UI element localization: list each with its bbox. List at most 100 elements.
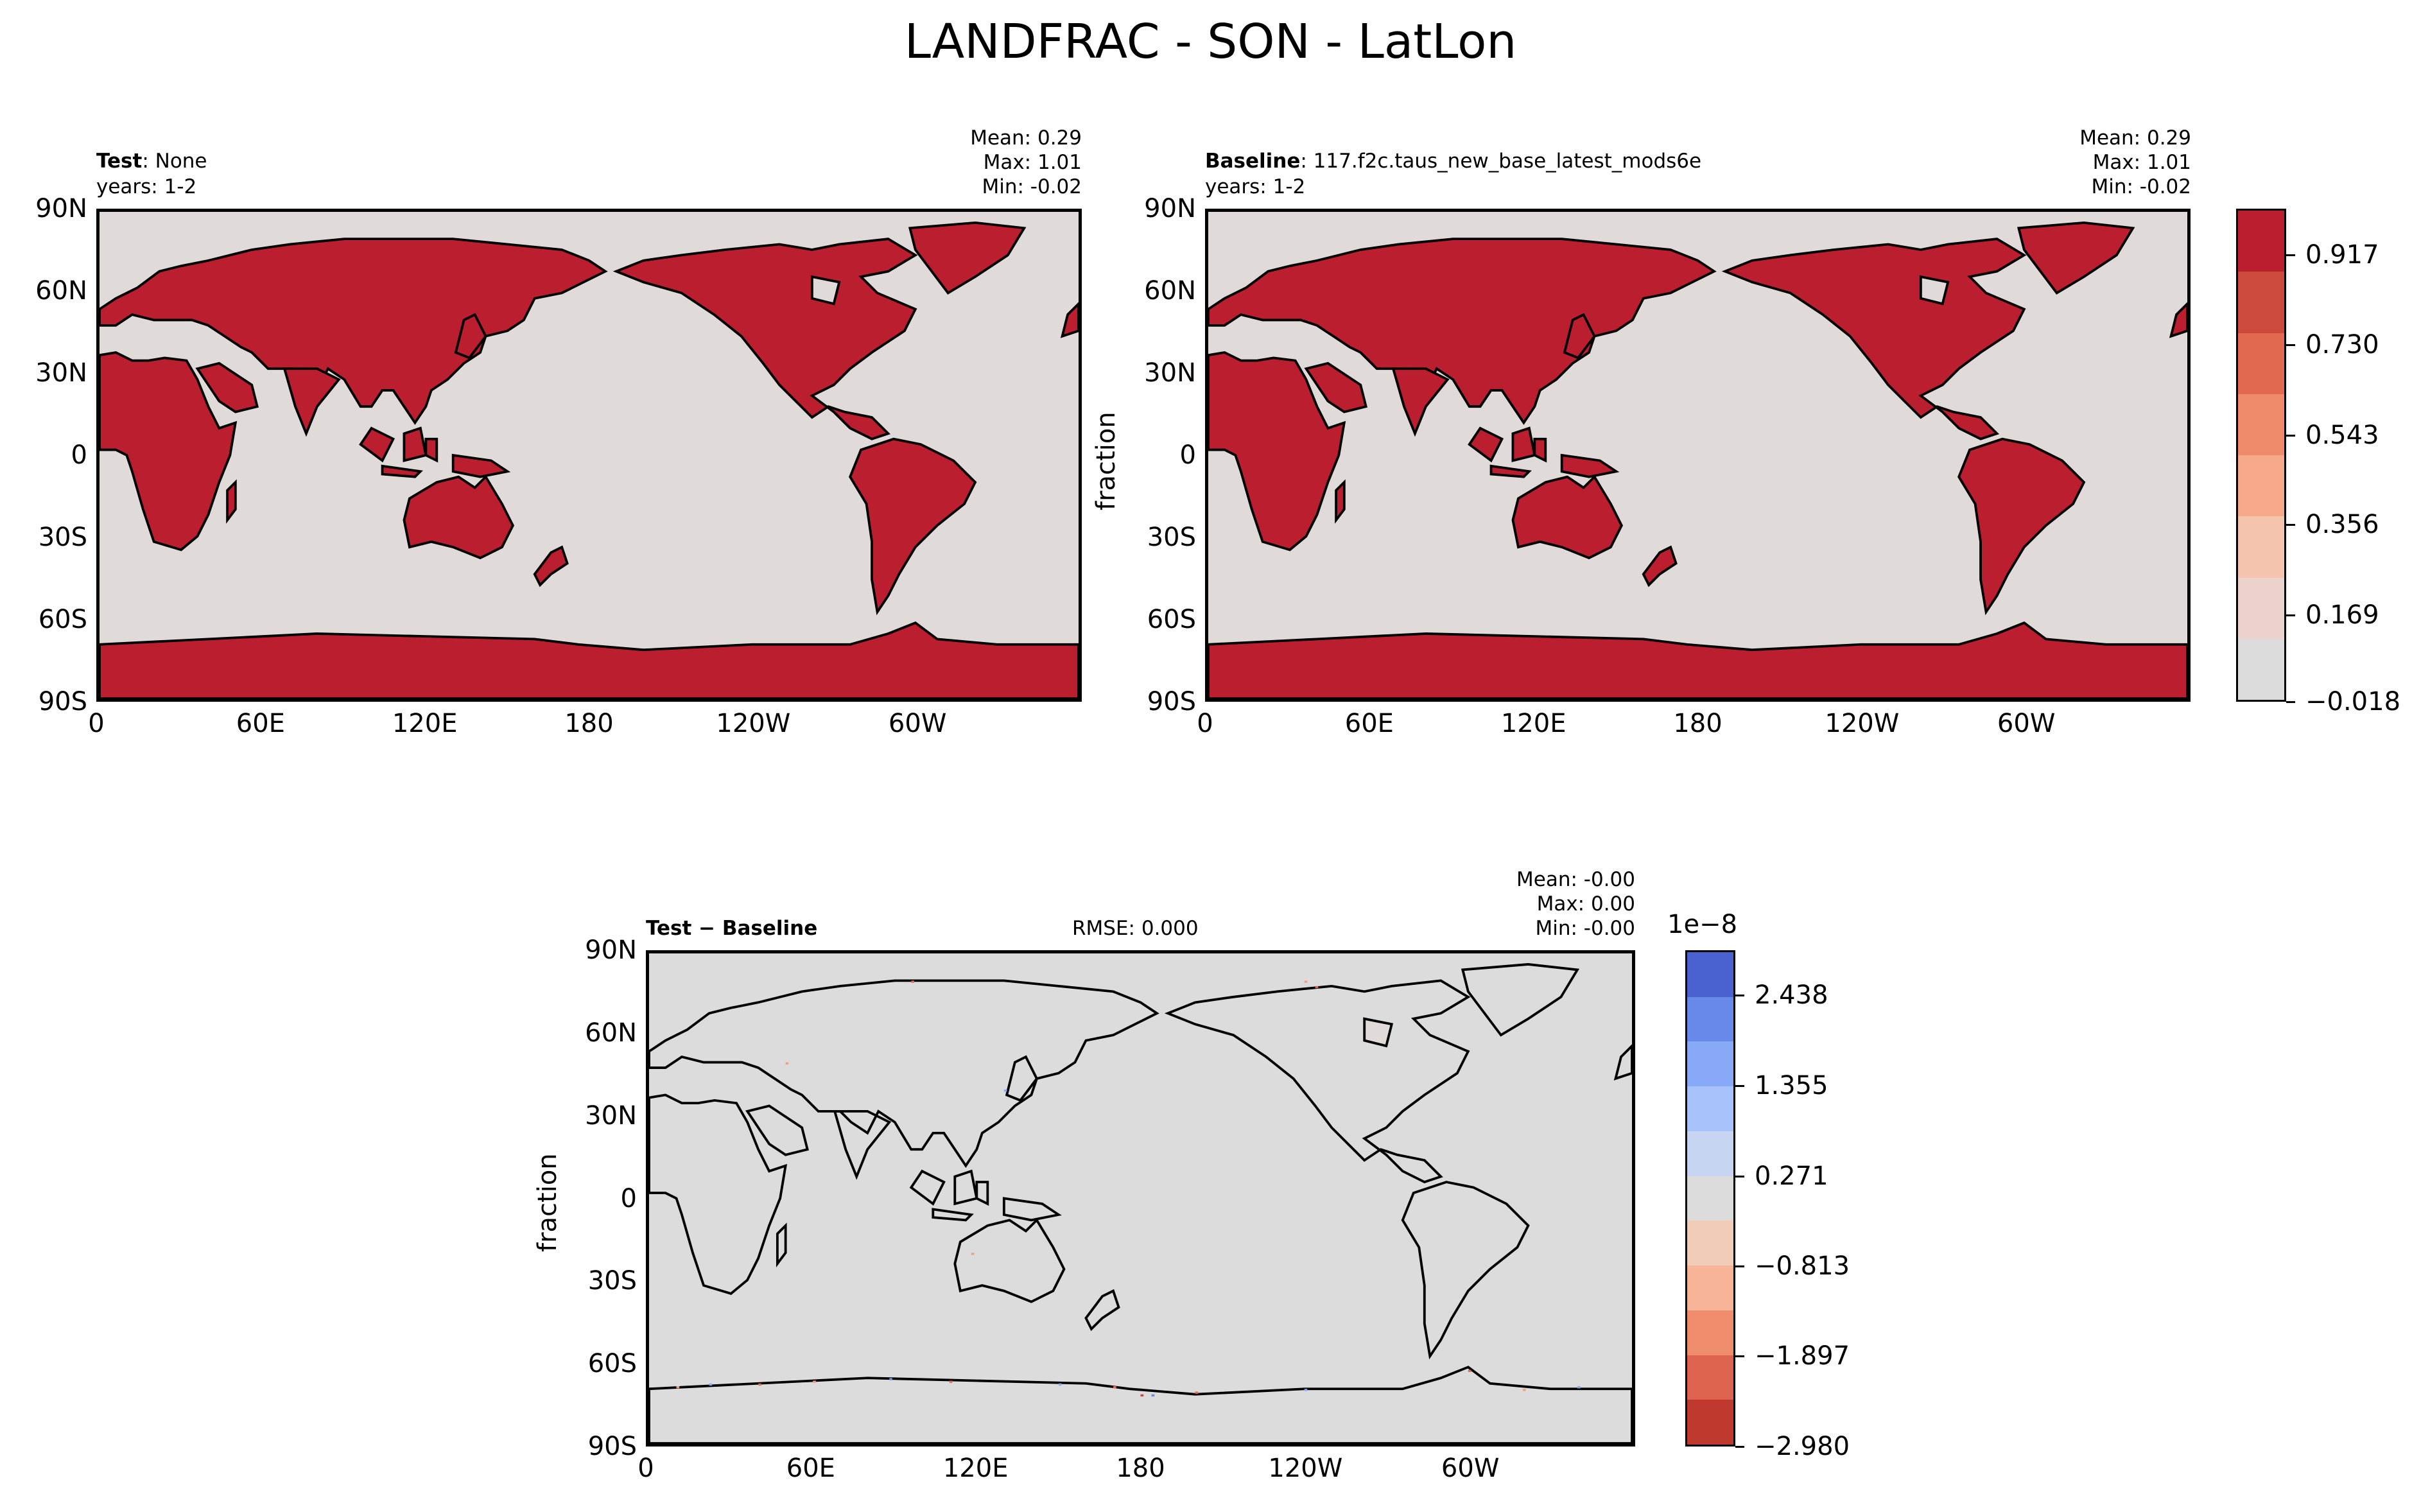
difference-speckle bbox=[709, 1383, 713, 1386]
diff-mean: Mean: -0.00 bbox=[1516, 868, 1635, 891]
colorbar-swatch bbox=[1687, 996, 1733, 1042]
colorbar-swatch bbox=[2238, 394, 2284, 455]
diff-ylabel: fraction bbox=[533, 1153, 562, 1252]
difference-ytick: 90N bbox=[585, 935, 637, 965]
colorbar-tickmark bbox=[1735, 1265, 1744, 1267]
baseline-ytick: 90N bbox=[1144, 194, 1196, 223]
colorbar-swatch bbox=[2238, 272, 2284, 333]
difference-ytick: 30N bbox=[585, 1100, 637, 1131]
difference-speckle bbox=[1522, 1389, 1526, 1391]
colorbar-swatch bbox=[2238, 577, 2284, 639]
difference-speckle bbox=[1140, 1394, 1144, 1397]
difference-speckle bbox=[1003, 1089, 1007, 1092]
baseline-stats: Mean: 0.29 Max: 1.01 Min: -0.02 bbox=[1995, 126, 2191, 199]
baseline-map bbox=[1205, 209, 2191, 702]
test-xtick: 0 bbox=[88, 709, 105, 738]
colorbar-diff-exponent: 1e−8 bbox=[1667, 910, 1738, 939]
colorbar-tick: 0.917 bbox=[2305, 240, 2379, 270]
diff-stats: Mean: -0.00 Max: 0.00 Min: -0.00 bbox=[1439, 867, 1635, 941]
colorbar-tick: 0.169 bbox=[2305, 600, 2379, 630]
colorbar-tickmark bbox=[2286, 614, 2295, 616]
colorbar-swatch bbox=[1687, 952, 1733, 997]
colorbar-tick: 0.356 bbox=[2305, 510, 2379, 540]
difference-speckle bbox=[785, 1062, 789, 1064]
colorbar-tick: −2.980 bbox=[1755, 1432, 1850, 1461]
colorbar-tick: −1.897 bbox=[1755, 1341, 1850, 1371]
difference-ytick: 30S bbox=[587, 1266, 637, 1296]
colorbar-swatch bbox=[1687, 1176, 1733, 1221]
colorbar-swatch bbox=[1687, 1086, 1733, 1131]
colorbar-difference bbox=[1685, 950, 1735, 1447]
test-panel-label: Test: None bbox=[96, 150, 207, 173]
colorbar-swatch bbox=[2238, 638, 2284, 700]
colorbar-tickmark bbox=[2286, 434, 2295, 437]
colorbar-swatch bbox=[1687, 1400, 1733, 1445]
diff-panel-label: Test − Baseline bbox=[646, 917, 818, 940]
difference-ytick: 90S bbox=[587, 1432, 637, 1461]
baseline-mean: Mean: 0.29 bbox=[2079, 126, 2191, 150]
baseline-ytick: 30N bbox=[1144, 358, 1196, 388]
difference-xtick: 0 bbox=[638, 1454, 654, 1483]
colorbar-swatch bbox=[1687, 1041, 1733, 1087]
baseline-ytick: 60S bbox=[1147, 605, 1196, 634]
test-years: years: 1-2 bbox=[96, 175, 197, 198]
test-ytick: 60N bbox=[35, 276, 87, 306]
test-xtick: 180 bbox=[564, 709, 614, 738]
colorbar-swatch bbox=[2238, 211, 2284, 272]
difference-map bbox=[646, 950, 1635, 1447]
figure-title: LANDFRAC - SON - LatLon bbox=[904, 14, 1517, 69]
colorbar-difference-ticks: 2.438 1.355 0.271 −0.813 −1.897 −2.980 bbox=[1735, 950, 1864, 1459]
colorbar-tickmark bbox=[1735, 1355, 1744, 1358]
test-xtick: 60E bbox=[236, 709, 285, 738]
difference-speckle bbox=[1113, 1386, 1116, 1389]
difference-speckle bbox=[1577, 1386, 1581, 1389]
baseline-xtick: 0 bbox=[1197, 709, 1213, 738]
colorbar-swatch bbox=[2238, 455, 2284, 517]
diff-min: Min: -0.00 bbox=[1535, 917, 1635, 940]
difference-ytick: 60S bbox=[587, 1349, 637, 1379]
test-ytick: 30N bbox=[35, 358, 87, 388]
difference-xtick: 60W bbox=[1441, 1454, 1500, 1483]
baseline-xtick: 60W bbox=[1997, 709, 2056, 738]
baseline-years: years: 1-2 bbox=[1205, 175, 1306, 198]
difference-speckle bbox=[1304, 1389, 1308, 1391]
test-min: Min: -0.02 bbox=[982, 175, 1082, 198]
colorbar-tickmark bbox=[2286, 701, 2295, 703]
colorbar-tickmark bbox=[1735, 1446, 1744, 1448]
difference-xtick: 180 bbox=[1116, 1454, 1165, 1483]
colorbar-swatch bbox=[1687, 1221, 1733, 1266]
colorbar-swatch bbox=[1687, 1265, 1733, 1310]
baseline-max: Max: 1.01 bbox=[2092, 151, 2191, 174]
colorbar-tickmark bbox=[1735, 1175, 1744, 1177]
colorbar-swatch bbox=[2238, 516, 2284, 578]
test-mean: Mean: 0.29 bbox=[970, 126, 1082, 150]
baseline-xtick: 180 bbox=[1673, 709, 1722, 738]
colorbar-tick: −0.813 bbox=[1755, 1251, 1850, 1281]
difference-speckle bbox=[758, 1383, 761, 1386]
colorbar-tickmark bbox=[2286, 254, 2295, 257]
colorbar-tick: 0.730 bbox=[2305, 329, 2379, 360]
colorbar-tick: 1.355 bbox=[1755, 1071, 1828, 1101]
colorbar-swatch bbox=[1687, 1310, 1733, 1355]
baseline-xtick: 60E bbox=[1344, 709, 1394, 738]
difference-speckle bbox=[1315, 986, 1319, 989]
test-ytick: 90S bbox=[38, 687, 87, 717]
difference-ytick: 60N bbox=[585, 1018, 637, 1048]
colorbar-tickmark bbox=[1735, 995, 1744, 997]
baseline-ytick: 60N bbox=[1144, 276, 1196, 306]
test-max: Max: 1.01 bbox=[983, 151, 1082, 174]
diff-max: Max: 0.00 bbox=[1536, 892, 1635, 916]
test-xtick: 60W bbox=[888, 709, 947, 738]
baseline-ytick: 30S bbox=[1147, 523, 1196, 552]
test-ytick: 90N bbox=[35, 194, 87, 223]
difference-speckle bbox=[971, 1253, 975, 1255]
colorbar-fraction bbox=[2236, 209, 2286, 702]
diff-rmse: RMSE: 0.000 bbox=[1072, 917, 1199, 940]
difference-xtick: 120E bbox=[942, 1454, 1009, 1483]
difference-speckle bbox=[1058, 1383, 1062, 1386]
test-stats: Mean: 0.29 Max: 1.01 Min: -0.02 bbox=[886, 126, 1082, 199]
colorbar-swatch bbox=[2238, 333, 2284, 394]
difference-speckle bbox=[676, 1386, 680, 1389]
difference-speckle bbox=[1151, 1394, 1155, 1397]
test-ytick: 0 bbox=[71, 440, 87, 470]
